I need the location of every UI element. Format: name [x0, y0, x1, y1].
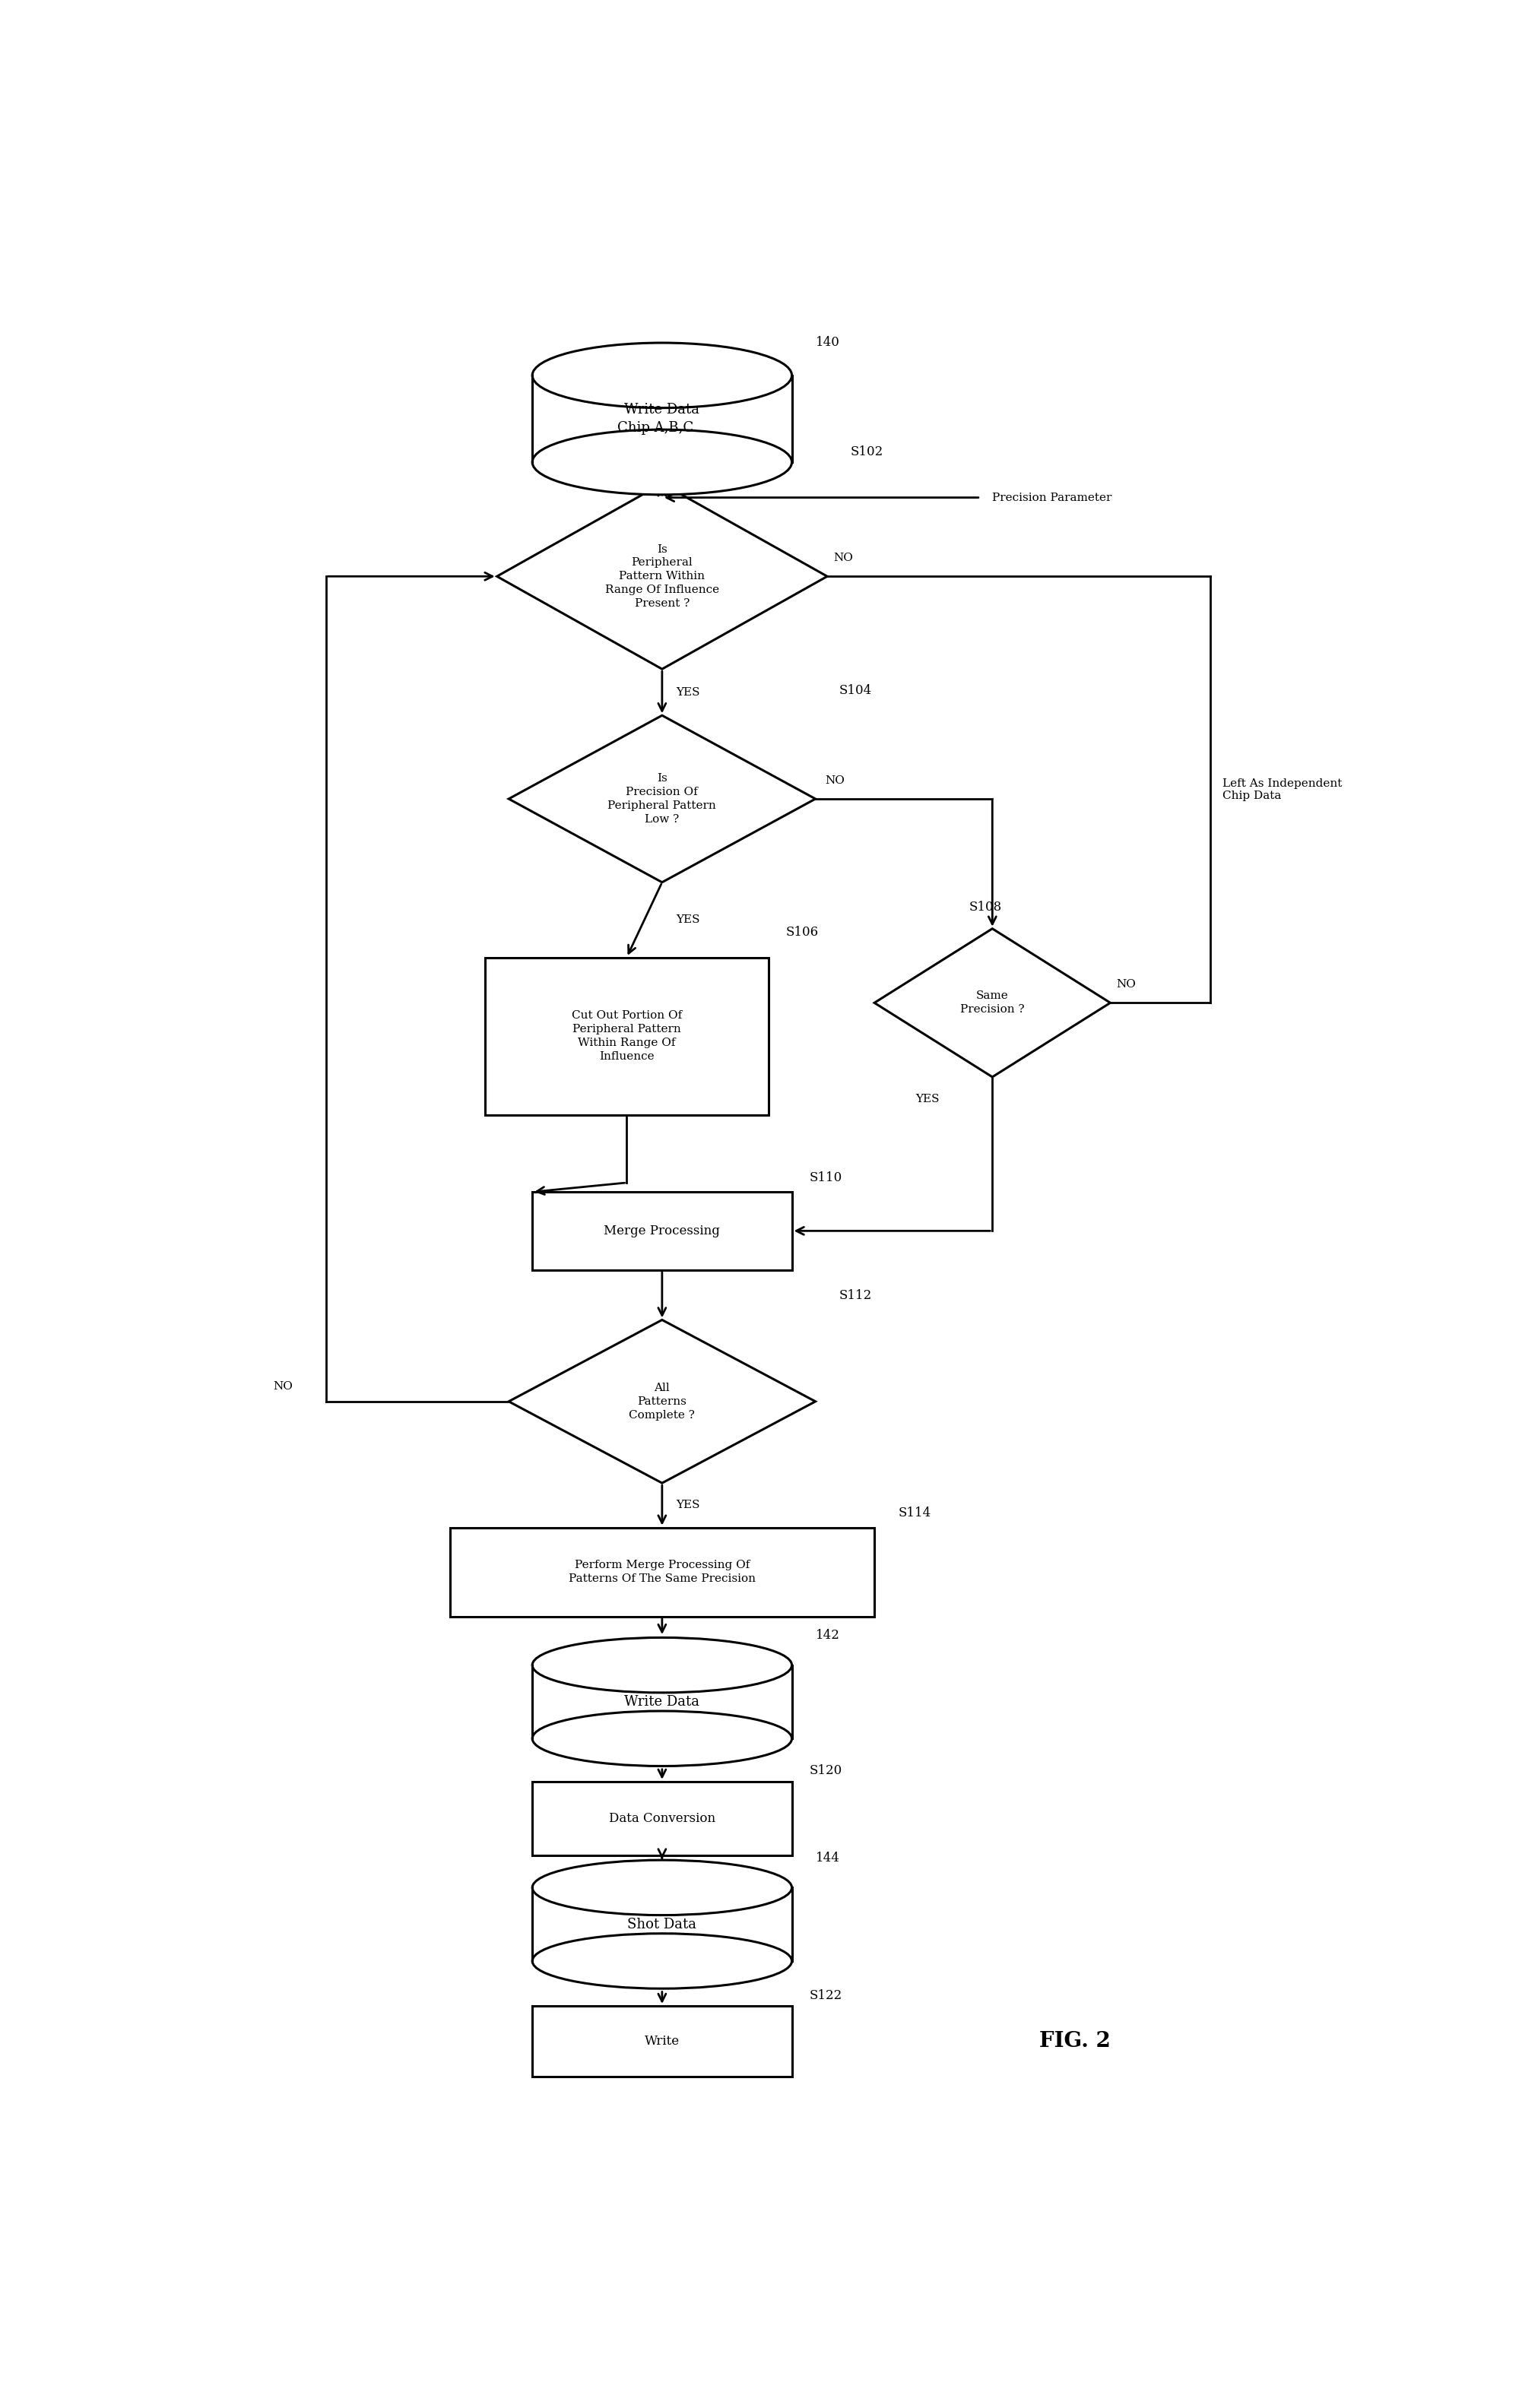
Text: Precision Parameter: Precision Parameter	[992, 491, 1113, 503]
Text: 144: 144	[816, 1852, 840, 1864]
Text: Shot Data: Shot Data	[627, 1917, 697, 1931]
Polygon shape	[508, 1320, 816, 1483]
Text: Same
Precision ?: Same Precision ?	[960, 990, 1024, 1014]
Bar	[533, 1192, 791, 1269]
Text: S104: S104	[839, 684, 872, 696]
Ellipse shape	[533, 429, 791, 494]
Ellipse shape	[533, 1859, 791, 1914]
Text: Data Conversion: Data Conversion	[609, 1813, 715, 1825]
Text: Write: Write	[644, 2035, 680, 2047]
Text: S108: S108	[968, 901, 1001, 913]
Ellipse shape	[533, 1712, 791, 1765]
Text: NO: NO	[825, 775, 845, 785]
Text: S122: S122	[810, 1989, 842, 2001]
Text: S112: S112	[839, 1288, 872, 1303]
Ellipse shape	[533, 1637, 791, 1693]
Text: YES: YES	[676, 686, 700, 698]
Text: Write Data
Chip A,B,C...: Write Data Chip A,B,C...	[618, 402, 706, 433]
Text: Cut Out Portion Of
Peripheral Pattern
Within Range Of
Influence: Cut Out Portion Of Peripheral Pattern Wi…	[571, 1011, 682, 1062]
Text: YES: YES	[916, 1093, 939, 1105]
Text: S102: S102	[851, 445, 884, 458]
Text: Perform Merge Processing Of
Patterns Of The Same Precision: Perform Merge Processing Of Patterns Of …	[569, 1560, 755, 1584]
Text: 140: 140	[816, 335, 840, 349]
Bar	[451, 1527, 874, 1616]
Bar	[533, 1782, 791, 1857]
Text: S106: S106	[785, 925, 819, 939]
Bar	[533, 376, 791, 462]
Text: YES: YES	[676, 1500, 700, 1510]
Text: All
Patterns
Complete ?: All Patterns Complete ?	[629, 1382, 696, 1421]
Bar	[533, 1664, 791, 1739]
Text: Is
Peripheral
Pattern Within
Range Of Influence
Present ?: Is Peripheral Pattern Within Range Of In…	[606, 544, 718, 609]
Text: NO: NO	[272, 1382, 292, 1392]
Bar	[534, 1890, 790, 1960]
Text: S110: S110	[810, 1173, 842, 1185]
Text: Merge Processing: Merge Processing	[604, 1223, 720, 1238]
Bar	[533, 2006, 791, 2076]
Bar	[534, 378, 790, 460]
Polygon shape	[496, 484, 828, 669]
Text: NO: NO	[833, 551, 852, 563]
Ellipse shape	[533, 1934, 791, 1989]
Polygon shape	[508, 715, 816, 881]
Text: Is
Precision Of
Peripheral Pattern
Low ?: Is Precision Of Peripheral Pattern Low ?	[607, 773, 717, 824]
Text: FIG. 2: FIG. 2	[1040, 2030, 1111, 2052]
Text: NO: NO	[1116, 980, 1135, 990]
Text: Write Data: Write Data	[624, 1695, 700, 1710]
Text: Left As Independent
Chip Data: Left As Independent Chip Data	[1222, 778, 1342, 802]
Polygon shape	[874, 929, 1111, 1076]
Bar	[533, 1888, 791, 1960]
Text: S114: S114	[898, 1507, 931, 1519]
Bar	[486, 958, 769, 1115]
Bar	[534, 1666, 790, 1736]
Text: YES: YES	[676, 915, 700, 925]
Text: 142: 142	[816, 1630, 840, 1642]
Ellipse shape	[533, 342, 791, 407]
Text: S120: S120	[810, 1765, 842, 1777]
